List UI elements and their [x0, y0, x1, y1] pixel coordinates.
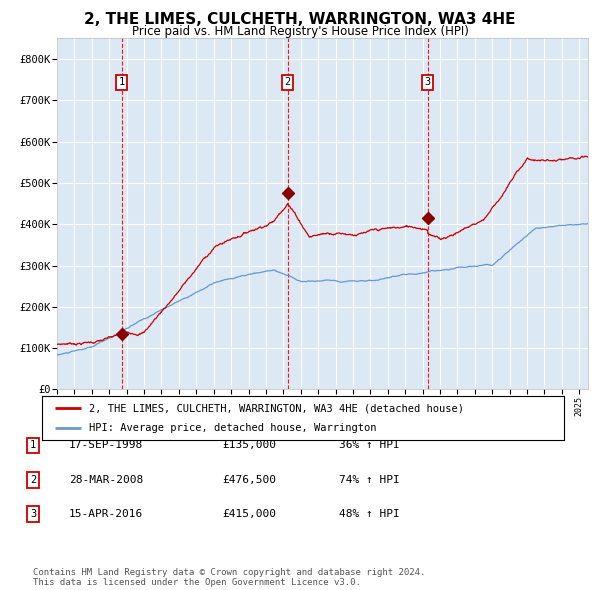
Text: 17-SEP-1998: 17-SEP-1998 [69, 441, 143, 450]
Text: 2, THE LIMES, CULCHETH, WARRINGTON, WA3 4HE: 2, THE LIMES, CULCHETH, WARRINGTON, WA3 … [84, 12, 516, 27]
Text: 15-APR-2016: 15-APR-2016 [69, 509, 143, 519]
Text: £476,500: £476,500 [222, 475, 276, 484]
Text: 48% ↑ HPI: 48% ↑ HPI [339, 509, 400, 519]
Text: £415,000: £415,000 [222, 509, 276, 519]
Text: 1: 1 [118, 77, 125, 87]
Text: £135,000: £135,000 [222, 441, 276, 450]
Text: 36% ↑ HPI: 36% ↑ HPI [339, 441, 400, 450]
Text: 2, THE LIMES, CULCHETH, WARRINGTON, WA3 4HE (detached house): 2, THE LIMES, CULCHETH, WARRINGTON, WA3 … [89, 403, 464, 413]
Text: 2: 2 [30, 475, 36, 484]
Text: Price paid vs. HM Land Registry's House Price Index (HPI): Price paid vs. HM Land Registry's House … [131, 25, 469, 38]
Text: 3: 3 [425, 77, 431, 87]
Text: HPI: Average price, detached house, Warrington: HPI: Average price, detached house, Warr… [89, 423, 376, 433]
Text: 74% ↑ HPI: 74% ↑ HPI [339, 475, 400, 484]
Text: 28-MAR-2008: 28-MAR-2008 [69, 475, 143, 484]
Text: Contains HM Land Registry data © Crown copyright and database right 2024.
This d: Contains HM Land Registry data © Crown c… [33, 568, 425, 587]
Text: 1: 1 [30, 441, 36, 450]
Text: 3: 3 [30, 509, 36, 519]
Text: 2: 2 [284, 77, 290, 87]
